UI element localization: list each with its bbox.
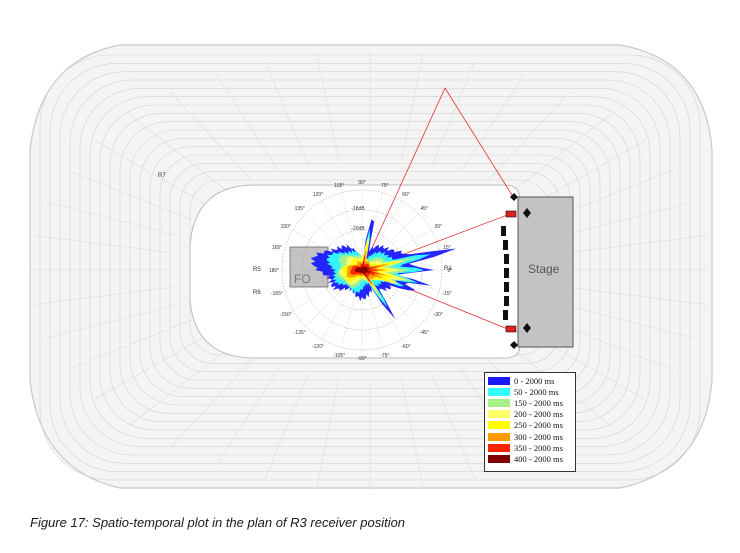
foh-label: FO <box>294 272 311 286</box>
legend-row: 150 - 2000 ms <box>488 397 572 408</box>
legend-row: 50 - 2000 ms <box>488 386 572 397</box>
angle-label: 135° <box>295 206 305 212</box>
legend-label: 50 - 2000 ms <box>514 386 559 397</box>
legend-swatch <box>488 443 510 452</box>
angle-label: 0° <box>448 268 453 274</box>
legend-swatch <box>488 421 510 430</box>
legend-label: 0 - 2000 ms <box>514 375 555 386</box>
angle-label: -30° <box>434 312 443 318</box>
angle-label: 60° <box>402 192 410 198</box>
legend-row: 300 - 2000 ms <box>488 431 572 442</box>
seating-aisles <box>30 50 710 490</box>
angle-label: 15° <box>443 245 451 251</box>
legend-swatch <box>488 410 510 419</box>
figure-caption: Figure 17: Spatio-temporal plot in the p… <box>30 515 406 530</box>
polar-plot: 0° 15° 30° 45° 60° 75° 90° 105° 120° 135° 150° 165°… <box>269 180 457 362</box>
angle-label: 105° <box>334 183 344 189</box>
angle-label: -135° <box>294 330 306 336</box>
receiver-label-r6: R6 <box>253 290 261 296</box>
legend-label: 200 - 2000 ms <box>514 409 563 420</box>
angle-label: 165° <box>272 245 282 251</box>
polar-energy-plot <box>310 219 457 320</box>
angle-label: 150° <box>281 224 291 230</box>
legend-row: 400 - 2000 ms <box>488 453 572 464</box>
receiver-label-r1: R1 <box>444 266 452 272</box>
angle-label: 180° <box>269 268 279 274</box>
angle-label: -60° <box>401 344 410 350</box>
legend-row: 0 - 2000 ms <box>488 375 572 386</box>
legend: 0 - 2000 ms 50 - 2000 ms 150 - 2000 ms 2… <box>484 372 576 472</box>
angle-label: -105° <box>333 353 345 359</box>
angle-label: -150° <box>280 312 292 318</box>
energy-layer <box>354 261 373 278</box>
ring-label: -20dB <box>351 226 365 232</box>
angle-label: -15° <box>442 291 451 297</box>
legend-label: 400 - 2000 ms <box>514 453 563 464</box>
angle-label: -90° <box>357 356 366 362</box>
legend-swatch <box>488 387 510 396</box>
stage <box>517 196 574 348</box>
legend-swatch <box>488 398 510 407</box>
speaker-array <box>501 193 531 349</box>
stage-label: Stage <box>528 262 560 276</box>
angle-label: 90° <box>358 180 366 186</box>
polar-angle-labels: 0° 15° 30° 45° 60° 75° 90° 105° 120° 135° 150° 165°… <box>269 180 453 362</box>
legend-label: 300 - 2000 ms <box>514 431 563 442</box>
legend-row: 250 - 2000 ms <box>488 420 572 431</box>
receiver-label-r7: R7 <box>158 173 166 179</box>
legend-swatch <box>488 432 510 441</box>
legend-swatch <box>488 376 510 385</box>
receiver-label-r5: R5 <box>253 267 261 273</box>
angle-label: 45° <box>420 206 428 212</box>
angle-label: -165° <box>271 291 283 297</box>
angle-label: 120° <box>313 192 323 198</box>
legend-label: 350 - 2000 ms <box>514 442 563 453</box>
angle-label: -75° <box>380 353 389 359</box>
ring-label: -18dB <box>351 206 365 212</box>
legend-row: 350 - 2000 ms <box>488 442 572 453</box>
legend-row: 200 - 2000 ms <box>488 409 572 420</box>
legend-label: 250 - 2000 ms <box>514 420 563 431</box>
angle-label: -120° <box>312 344 324 350</box>
legend-label: 150 - 2000 ms <box>514 397 563 408</box>
angle-label: 75° <box>381 183 389 189</box>
legend-swatch <box>488 454 510 463</box>
angle-label: 30° <box>434 224 442 230</box>
angle-label: -45° <box>420 330 429 336</box>
